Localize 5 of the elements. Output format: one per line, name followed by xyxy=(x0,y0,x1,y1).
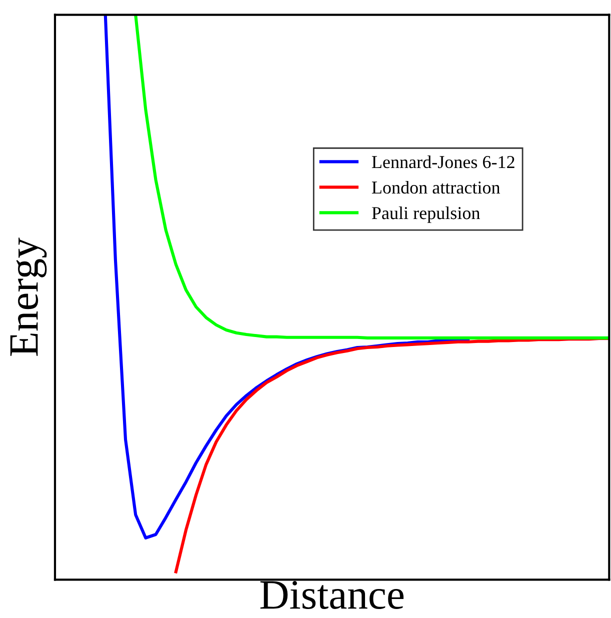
legend-label: London attraction xyxy=(372,180,500,194)
y-axis-title: Energy xyxy=(10,238,47,356)
legend-label: Lennard-Jones 6-12 xyxy=(372,155,514,168)
legend-label: Pauli repulsion xyxy=(372,206,480,223)
x-axis-title: Distance xyxy=(260,581,404,610)
